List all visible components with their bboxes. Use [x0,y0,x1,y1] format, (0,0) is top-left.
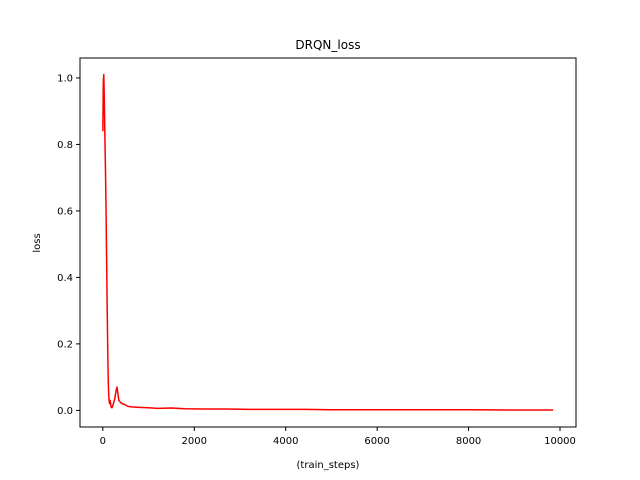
y-tick-label: 1.0 [57,73,73,84]
chart-title: DRQN_loss [295,38,360,52]
y-axis: 0.0 0.2 0.4 0.6 0.8 1.0 [57,73,80,417]
plot-area [102,73,554,411]
y-tick-label: 0.4 [57,273,73,284]
y-tick-label: 0.6 [57,206,73,217]
y-tick-label: 0.2 [57,339,73,350]
x-tick-label: 4000 [273,436,298,447]
axes-frame [79,57,577,428]
x-axis-label: (train_steps) [297,460,360,471]
x-tick-label: 10000 [544,436,576,447]
y-tick-label: 0.8 [57,140,73,151]
x-axis: 0 2000 4000 6000 8000 10000 [100,427,576,447]
x-tick-label: 2000 [182,436,207,447]
y-axis-label: loss [32,233,43,252]
loss-series-line [102,73,554,411]
x-tick-label: 8000 [456,436,481,447]
x-tick-label: 6000 [364,436,389,447]
y-tick-label: 0.0 [57,406,73,417]
x-tick-label: 0 [100,436,106,447]
